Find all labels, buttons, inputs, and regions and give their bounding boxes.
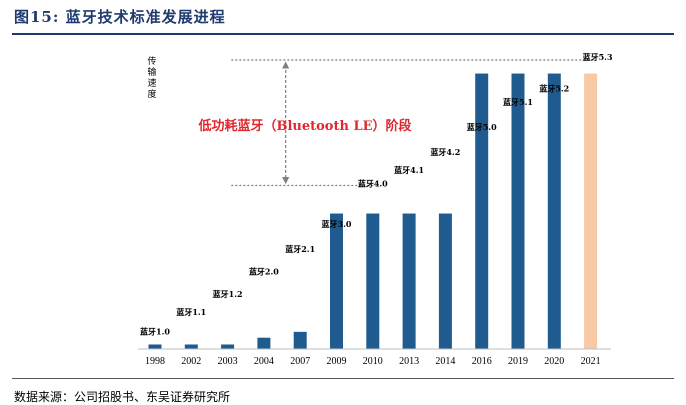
x-tick-label: 2007 <box>290 356 310 367</box>
version-label: 蓝牙5.2 <box>539 84 569 94</box>
source-note: 数据来源：公司招股书、东吴证券研究所 <box>14 390 231 404</box>
bar-2003 <box>221 344 235 349</box>
y-axis-label-char: 速 <box>147 78 156 89</box>
bottom-rule <box>12 378 674 379</box>
bar-2010 <box>366 213 380 349</box>
bar-2021 <box>584 73 598 349</box>
x-tick-label: 2014 <box>435 356 455 367</box>
x-tick-label: 2009 <box>327 356 347 367</box>
bar-2002 <box>184 344 198 349</box>
y-axis-label-char: 输 <box>147 66 156 78</box>
version-label: 蓝牙1.2 <box>213 289 243 299</box>
bar-2004 <box>257 337 271 349</box>
figure-title: 图15: 蓝牙技术标准发展进程 <box>14 8 226 26</box>
version-label: 蓝牙3.0 <box>322 219 352 229</box>
bar-2014 <box>438 213 452 349</box>
bar-2007 <box>293 331 307 349</box>
version-label: 蓝牙4.1 <box>394 165 424 175</box>
bar-2013 <box>402 213 416 349</box>
x-tick-label: 2016 <box>472 356 492 367</box>
bar-2016 <box>475 73 489 349</box>
version-label: 蓝牙1.0 <box>140 327 170 337</box>
x-tick-label: 2021 <box>581 356 601 367</box>
x-tick-label: 2003 <box>218 356 238 367</box>
y-axis-label-char: 度 <box>147 88 156 100</box>
version-label: 蓝牙5.1 <box>503 97 533 107</box>
x-tick-label: 2010 <box>363 356 383 367</box>
title-underline <box>12 33 674 35</box>
bar-2019 <box>511 73 525 349</box>
x-tick-label: 2004 <box>254 356 274 367</box>
x-tick-label: 1998 <box>145 356 165 367</box>
version-label: 蓝牙1.1 <box>176 307 206 317</box>
bluetooth-le-annotation: 低功耗蓝牙（Bluetooth LE）阶段 <box>197 118 411 134</box>
version-label: 蓝牙2.1 <box>285 244 315 254</box>
version-label: 蓝牙5.3 <box>583 52 613 62</box>
bar-1998 <box>148 344 162 349</box>
version-label: 蓝牙2.0 <box>249 266 279 276</box>
bar-2020 <box>547 73 561 349</box>
x-tick-label: 2013 <box>399 356 419 367</box>
version-label: 蓝牙5.0 <box>467 122 497 132</box>
x-tick-label: 2020 <box>544 356 564 367</box>
x-tick-label: 2002 <box>181 356 201 367</box>
y-axis-label-char: 传 <box>147 55 156 67</box>
version-label: 蓝牙4.0 <box>358 178 388 188</box>
x-tick-label: 2019 <box>508 356 528 367</box>
version-label: 蓝牙4.2 <box>430 147 460 157</box>
bar-2009 <box>330 213 343 349</box>
